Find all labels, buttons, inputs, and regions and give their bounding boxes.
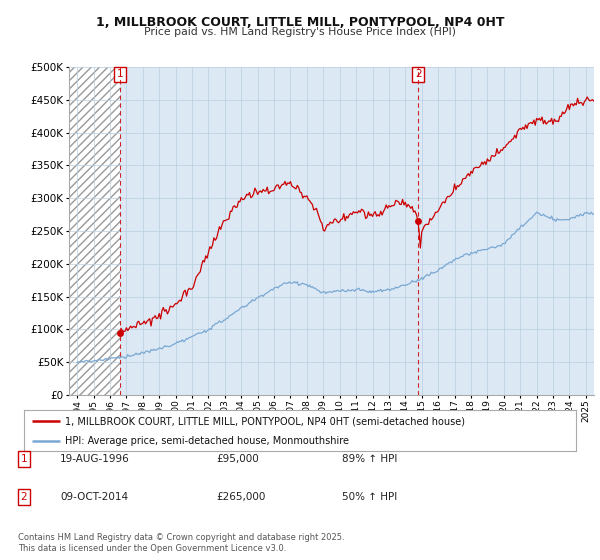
Text: 50% ↑ HPI: 50% ↑ HPI (342, 492, 397, 502)
Text: Price paid vs. HM Land Registry's House Price Index (HPI): Price paid vs. HM Land Registry's House … (144, 27, 456, 37)
Text: 1, MILLBROOK COURT, LITTLE MILL, PONTYPOOL, NP4 0HT: 1, MILLBROOK COURT, LITTLE MILL, PONTYPO… (96, 16, 504, 29)
Text: 09-OCT-2014: 09-OCT-2014 (60, 492, 128, 502)
Text: Contains HM Land Registry data © Crown copyright and database right 2025.
This d: Contains HM Land Registry data © Crown c… (18, 533, 344, 553)
Text: £265,000: £265,000 (216, 492, 265, 502)
Text: 1: 1 (117, 69, 124, 79)
Bar (69, 67, 120, 395)
Text: 1: 1 (20, 454, 28, 464)
Text: 1, MILLBROOK COURT, LITTLE MILL, PONTYPOOL, NP4 0HT (semi-detached house): 1, MILLBROOK COURT, LITTLE MILL, PONTYPO… (65, 417, 466, 426)
Text: 2: 2 (20, 492, 28, 502)
Text: 19-AUG-1996: 19-AUG-1996 (60, 454, 130, 464)
Text: 89% ↑ HPI: 89% ↑ HPI (342, 454, 397, 464)
Text: HPI: Average price, semi-detached house, Monmouthshire: HPI: Average price, semi-detached house,… (65, 436, 349, 446)
Text: £95,000: £95,000 (216, 454, 259, 464)
Text: 2: 2 (415, 69, 422, 79)
